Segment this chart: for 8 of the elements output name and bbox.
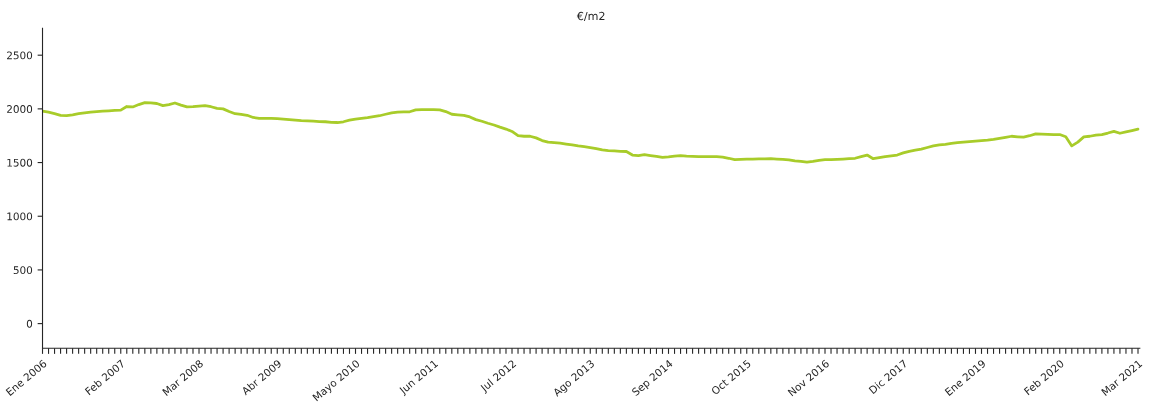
y-tick-label: 1500 xyxy=(7,158,33,167)
y-tick-label: 0 xyxy=(26,319,33,328)
line-series xyxy=(42,101,1140,164)
y-tick-label: 1000 xyxy=(7,212,33,221)
y-tick-label: 2500 xyxy=(7,51,33,60)
y-tick-label: 2000 xyxy=(7,105,33,113)
y-tick-label: 500 xyxy=(13,266,33,275)
chart-title: €/m2 xyxy=(576,11,605,22)
